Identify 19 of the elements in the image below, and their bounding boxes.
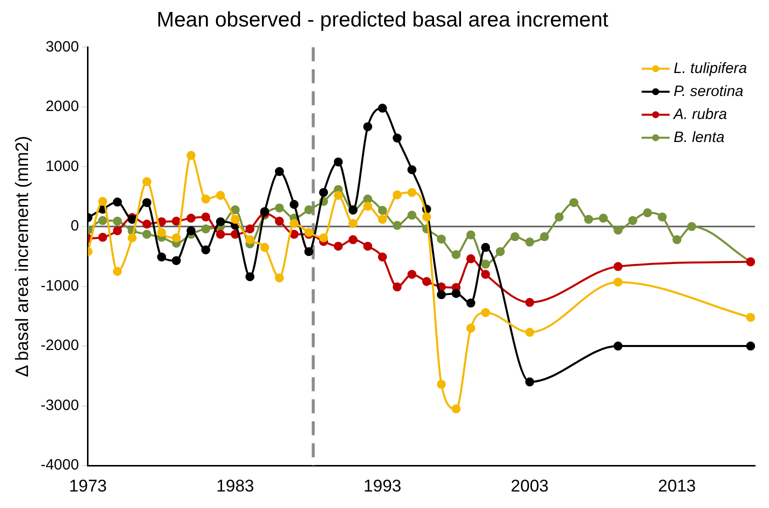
y-tick-label: 3000 bbox=[46, 38, 79, 56]
legend-label: L. tulipifera bbox=[674, 60, 747, 77]
y-tick-label: -1000 bbox=[40, 277, 79, 294]
y-tick-label: -2000 bbox=[40, 337, 79, 354]
x-tick-label: 1993 bbox=[364, 476, 402, 496]
x-tick-label: 2013 bbox=[658, 476, 696, 496]
legend-label: P. serotina bbox=[674, 82, 744, 100]
y-tick-label: 1000 bbox=[46, 158, 79, 175]
x-tick-label: 2003 bbox=[510, 476, 549, 496]
y-tick-label: 2000 bbox=[46, 98, 79, 116]
y-tick-label: 0 bbox=[70, 218, 79, 235]
x-tick-label: 1973 bbox=[69, 476, 107, 496]
y-axis-title: Δ basal area increment (mm2) bbox=[12, 136, 32, 377]
legend-label: B. lenta bbox=[674, 128, 724, 146]
chart-title: Mean observed - predicted basal area increment bbox=[156, 8, 609, 32]
legend-label: A. rubra bbox=[672, 106, 727, 123]
x-tick-label: 1983 bbox=[216, 476, 254, 496]
y-tick-label: -4000 bbox=[40, 456, 79, 474]
y-tick-label: -3000 bbox=[40, 396, 79, 414]
